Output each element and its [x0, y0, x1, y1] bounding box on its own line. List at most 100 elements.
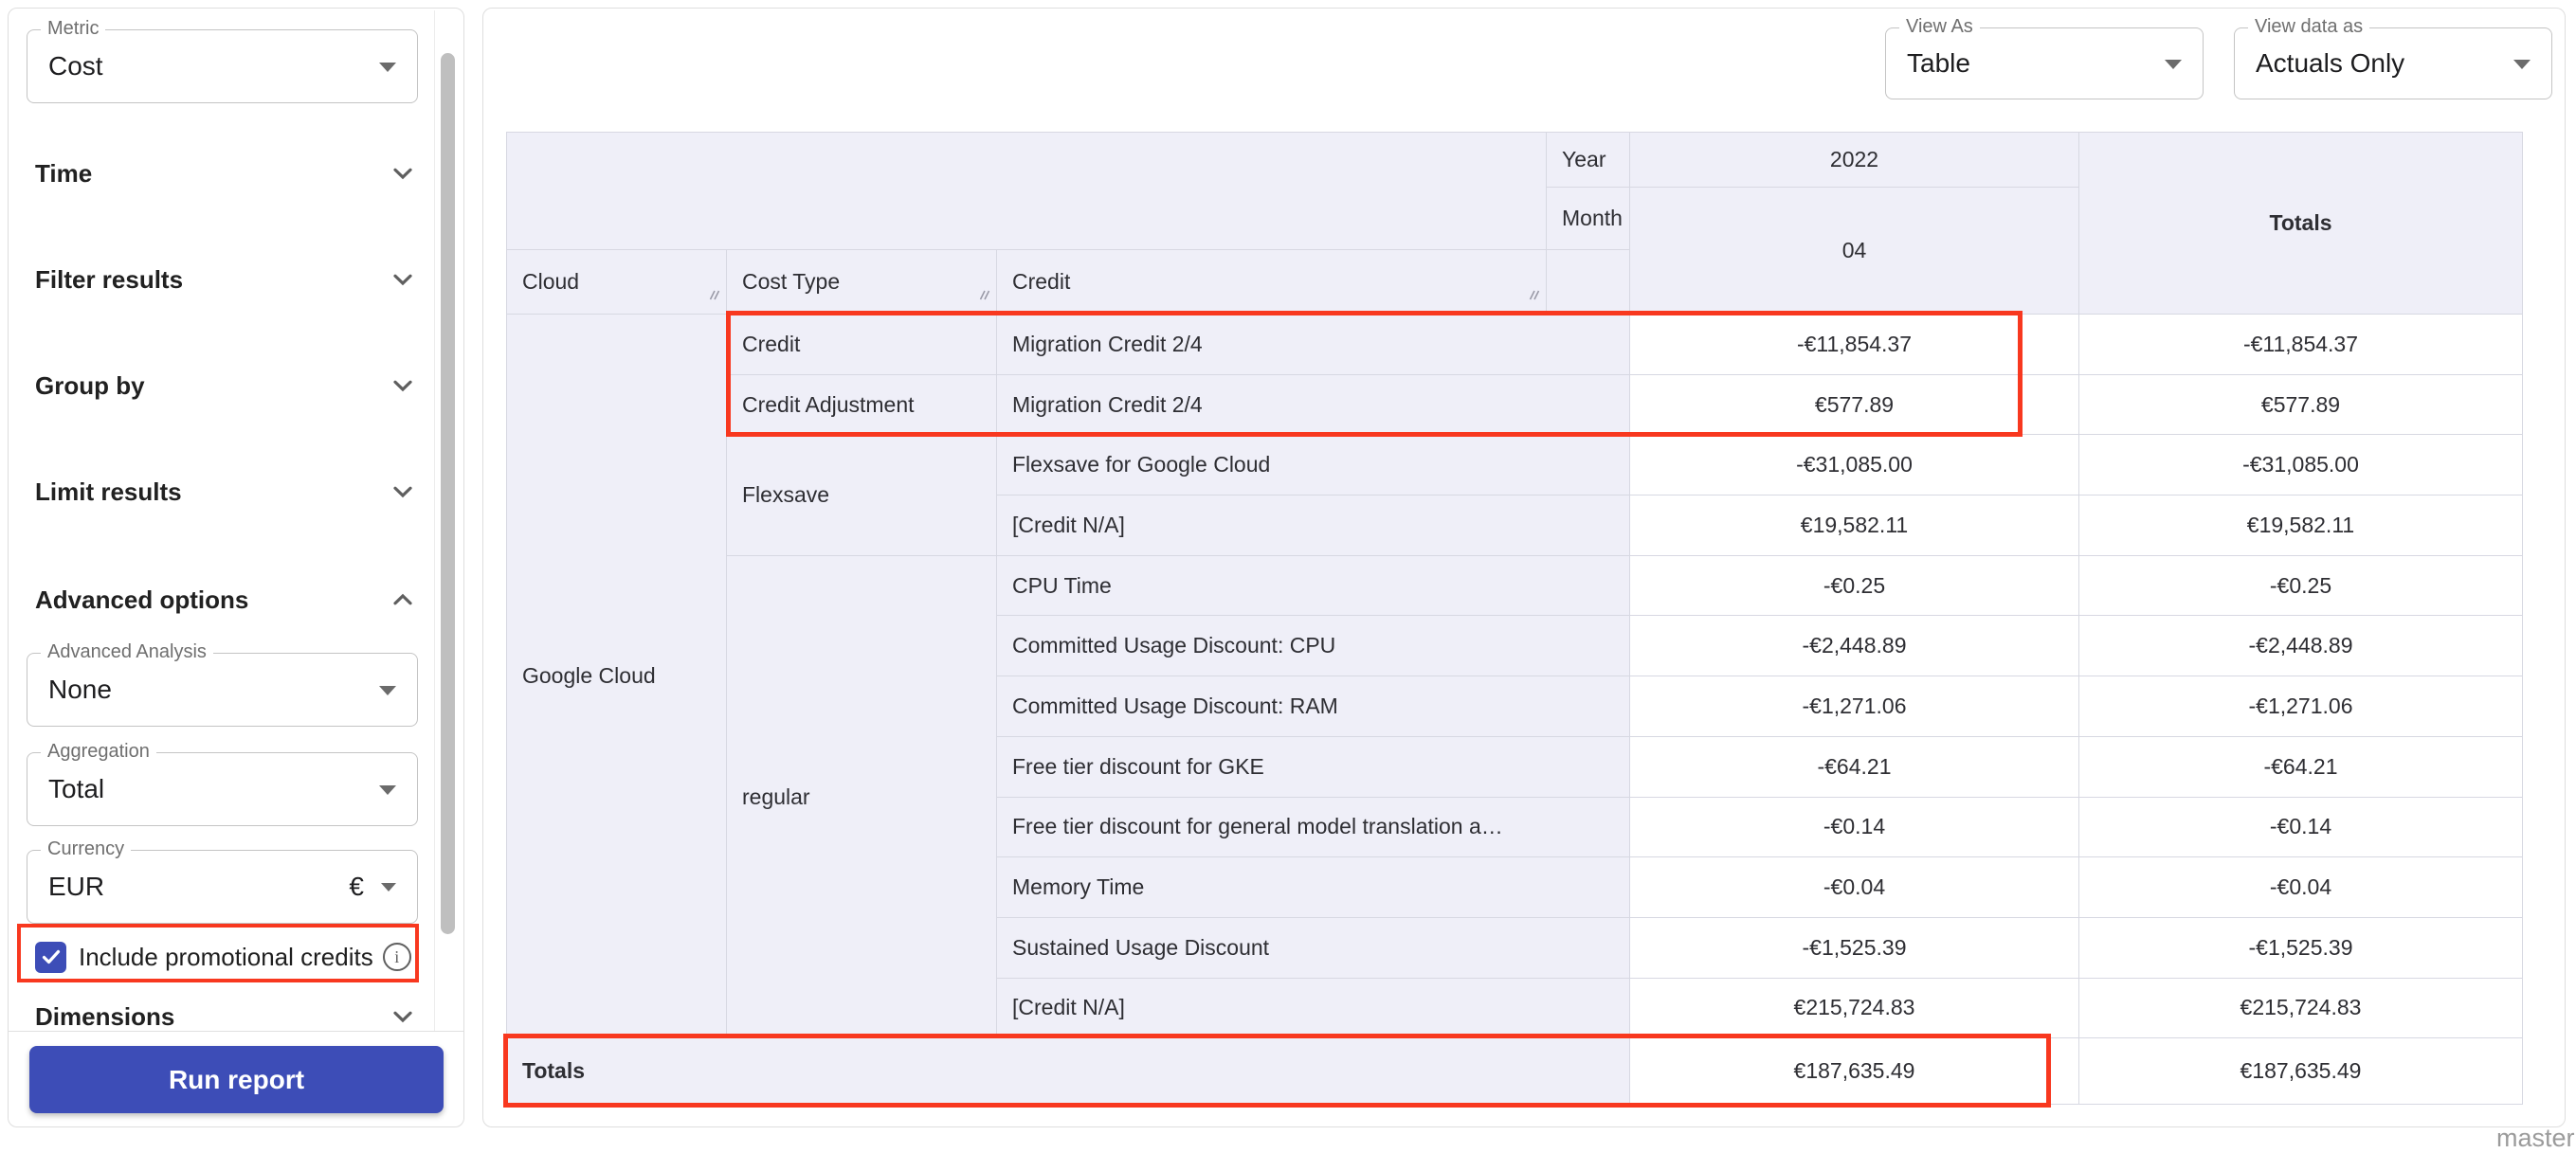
total-value: €577.89 — [2079, 374, 2523, 436]
dropdown-arrow-icon — [2513, 60, 2531, 69]
month-value: -€0.25 — [1630, 555, 2079, 617]
total-value: -€0.04 — [2079, 857, 2523, 918]
column-header-spacer — [1547, 250, 1630, 315]
totals-row-month-value: €187,635.49 — [1630, 1038, 2079, 1106]
chevron-down-icon — [388, 158, 418, 189]
section-advanced-options[interactable]: Advanced options — [9, 577, 439, 622]
cost-type-group-cell: Credit — [727, 315, 997, 375]
section-limit-results[interactable]: Limit results — [9, 469, 439, 514]
month-value: -€1,271.06 — [1630, 676, 2079, 737]
view-as-value: Table — [1907, 48, 1970, 78]
chevron-down-icon — [388, 370, 418, 401]
cost-type-group-cell: regular — [727, 555, 997, 1039]
total-value: -€64.21 — [2079, 736, 2523, 798]
metric-select-value: Cost — [48, 51, 103, 81]
dropdown-arrow-icon — [379, 63, 396, 72]
dropdown-arrow-icon — [379, 686, 396, 695]
month-value: -€11,854.37 — [1630, 315, 2079, 375]
aggregation-select[interactable]: Aggregation Total — [27, 741, 418, 826]
sidebar-action-bar: Run report — [9, 1031, 463, 1126]
report-panel: View As Table View data as Actuals Only … — [482, 8, 2566, 1127]
month-value: €215,724.83 — [1630, 978, 2079, 1039]
credit-label-cell: Free tier discount for general model tra… — [997, 797, 1630, 858]
column-header-cost-type: Cost Type — [727, 250, 997, 315]
month-value: €19,582.11 — [1630, 495, 2079, 556]
view-data-as-select[interactable]: View data as Actuals Only — [2234, 16, 2552, 99]
sidebar-scrollbar-thumb[interactable] — [441, 53, 455, 934]
column-resize-handle[interactable] — [706, 282, 720, 308]
section-group-by[interactable]: Group by — [9, 363, 439, 408]
cost-type-group-cell: Credit Adjustment — [727, 374, 997, 436]
header-blank-cell — [507, 133, 1547, 250]
aggregation-label: Aggregation — [41, 741, 156, 763]
advanced-analysis-select[interactable]: Advanced Analysis None — [27, 641, 418, 727]
view-data-as-value: Actuals Only — [2256, 48, 2405, 78]
credit-label-cell: Sustained Usage Discount — [997, 917, 1630, 979]
include-promotional-credits-row: Include promotional credits i — [9, 934, 439, 980]
currency-symbol: € — [349, 872, 364, 901]
credit-label-cell: CPU Time — [997, 555, 1630, 617]
credit-label-cell: [Credit N/A] — [997, 495, 1630, 556]
credit-label-cell: Migration Credit 2/4 — [997, 315, 1630, 375]
total-value: -€0.25 — [2079, 555, 2523, 617]
include-promotional-credits-checkbox[interactable] — [35, 941, 66, 973]
total-value: -€0.14 — [2079, 797, 2523, 858]
metric-select-label: Metric — [41, 18, 106, 40]
credit-label-cell: Memory Time — [997, 857, 1630, 918]
column-header-credit: Credit — [997, 250, 1547, 315]
credit-label-cell: [Credit N/A] — [997, 978, 1630, 1039]
run-report-button[interactable]: Run report — [29, 1046, 444, 1113]
month-value: -€2,448.89 — [1630, 616, 2079, 677]
dropdown-arrow-icon — [379, 785, 396, 795]
view-data-as-label: View data as — [2248, 16, 2370, 38]
month-value: €577.89 — [1630, 374, 2079, 436]
total-value: -€1,525.39 — [2079, 917, 2523, 979]
metric-select[interactable]: Metric Cost — [27, 18, 418, 103]
report-options-sidebar: Metric Cost Time Filter results Group by… — [8, 8, 464, 1127]
chevron-down-icon — [388, 477, 418, 507]
view-as-select[interactable]: View As Table — [1885, 16, 2204, 99]
column-resize-handle[interactable] — [1526, 282, 1540, 308]
section-dimensions[interactable]: Dimensions — [9, 994, 439, 1039]
totals-column-header: Totals — [2079, 133, 2523, 315]
currency-select[interactable]: Currency EUR € — [27, 838, 418, 924]
aggregation-value: Total — [48, 774, 105, 803]
chevron-down-icon — [388, 1001, 418, 1032]
dropdown-arrow-icon — [381, 883, 396, 892]
info-icon[interactable]: i — [382, 943, 411, 971]
credit-label-cell: Committed Usage Discount: CPU — [997, 616, 1630, 677]
currency-value: EUR — [48, 872, 105, 901]
total-value: -€2,448.89 — [2079, 616, 2523, 677]
cost-type-group-cell: Flexsave — [727, 435, 997, 556]
month-value-cell: 04 — [1630, 188, 2079, 315]
year-row-label: Year — [1547, 133, 1630, 188]
cloud-group-cell: Google Cloud — [507, 315, 727, 1039]
total-value: €19,582.11 — [2079, 495, 2523, 556]
watermark-text: master — [2496, 1124, 2575, 1152]
total-value: -€11,854.37 — [2079, 315, 2523, 375]
credit-label-cell: Migration Credit 2/4 — [997, 374, 1630, 436]
credit-label-cell: Free tier discount for GKE — [997, 736, 1630, 798]
advanced-analysis-value: None — [48, 675, 112, 704]
sidebar-scrollbar-track — [434, 10, 435, 1032]
month-value: -€64.21 — [1630, 736, 2079, 798]
section-time[interactable]: Time — [9, 151, 439, 196]
total-value: -€1,271.06 — [2079, 676, 2523, 737]
total-value: €215,724.83 — [2079, 978, 2523, 1039]
total-value: -€31,085.00 — [2079, 435, 2523, 496]
currency-label: Currency — [41, 838, 132, 860]
advanced-analysis-label: Advanced Analysis — [41, 641, 213, 663]
chevron-up-icon — [388, 585, 418, 615]
chevron-down-icon — [388, 264, 418, 295]
credit-label-cell: Committed Usage Discount: RAM — [997, 676, 1630, 737]
month-value: -€1,525.39 — [1630, 917, 2079, 979]
month-value: -€31,085.00 — [1630, 435, 2079, 496]
report-table: Year 2022 Totals Month 04 Cloud Cost Typ… — [506, 132, 2523, 1106]
year-value-cell: 2022 — [1630, 133, 2079, 188]
section-filter-results[interactable]: Filter results — [9, 257, 439, 302]
column-resize-handle[interactable] — [976, 282, 990, 308]
month-value: -€0.04 — [1630, 857, 2079, 918]
totals-row-total-value: €187,635.49 — [2079, 1038, 2523, 1106]
view-as-label: View As — [1899, 16, 1980, 38]
month-row-label: Month — [1547, 188, 1630, 250]
